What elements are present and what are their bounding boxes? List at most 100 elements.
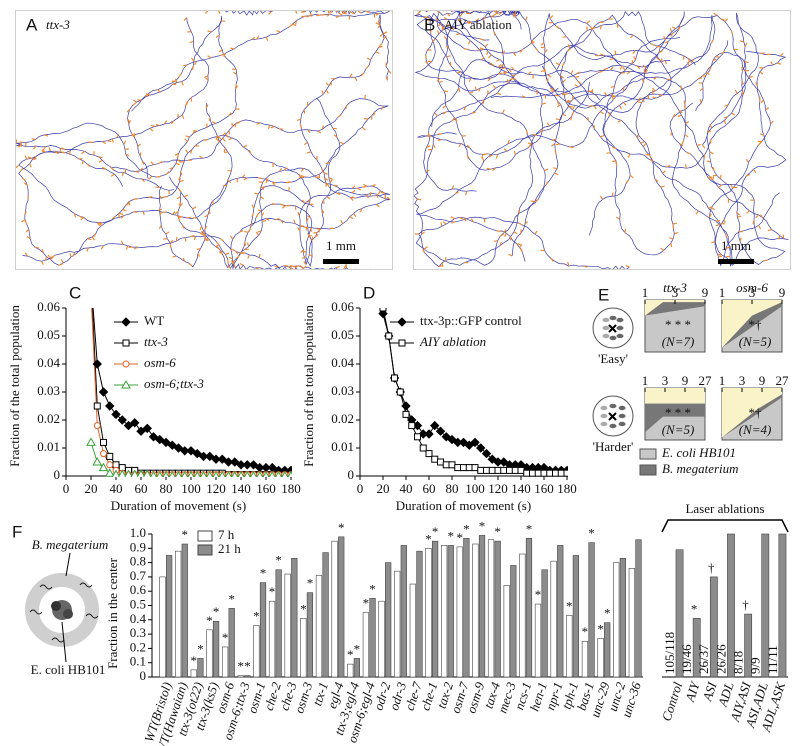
bar: [503, 585, 510, 678]
point: [162, 470, 170, 477]
legend-label: B. megaterium: [662, 461, 739, 476]
arrow: [61, 621, 67, 663]
value-label: 26/26: [713, 644, 728, 674]
significance-mark: *: [566, 598, 573, 613]
bar: [550, 560, 557, 678]
tick-label: 3: [672, 285, 679, 300]
y-tick-label: 0.6: [130, 582, 147, 597]
plate-spot: [618, 421, 626, 427]
x-tick-label: 120: [206, 481, 226, 496]
point: [481, 448, 492, 459]
schematic-label: B. megaterium: [32, 537, 109, 552]
bar: [300, 618, 307, 678]
point: [563, 469, 568, 477]
x-tick-label: 80: [446, 481, 459, 496]
plate-spot: [609, 315, 617, 321]
point: [111, 409, 121, 420]
y-tick-label: 0: [54, 467, 61, 482]
y-tick-label: 0.04: [331, 355, 354, 370]
bar: [181, 543, 188, 678]
bar: [190, 669, 197, 678]
bar: [494, 540, 501, 678]
bacteria-spot: [63, 609, 73, 619]
y-tick-label: 0.02: [37, 411, 60, 426]
point: [424, 429, 434, 439]
point: [470, 437, 480, 448]
track: [416, 82, 630, 269]
plate-spot: [602, 325, 610, 331]
point: [161, 437, 171, 448]
bar: [347, 663, 354, 678]
bar: [709, 576, 718, 678]
significance-mark: *: [494, 524, 501, 539]
y-tick-label: 0: [348, 467, 355, 482]
point: [180, 446, 190, 456]
point: [408, 422, 416, 430]
point: [211, 454, 221, 464]
significance-mark: *: [448, 528, 455, 543]
y-tick-label: 0.9: [130, 539, 146, 554]
plate-spot: [618, 405, 626, 411]
bar: [487, 539, 495, 678]
point: [212, 470, 220, 477]
b-megaterium-region: [722, 394, 782, 438]
point: [111, 469, 121, 477]
start-mark: [608, 412, 617, 421]
plate-spot: [616, 317, 624, 323]
plate-spot: [609, 423, 617, 429]
scale-label: 1 mm: [721, 238, 751, 253]
panel-frame: [413, 10, 791, 270]
point: [98, 462, 109, 472]
significance-mark: *: [338, 520, 345, 535]
b-megaterium-region: [645, 403, 705, 433]
point: [98, 387, 109, 397]
x-tick-label: 0: [63, 481, 70, 496]
y-tick-label: 0.06: [331, 299, 354, 314]
point: [397, 317, 407, 327]
point: [534, 469, 542, 477]
point: [136, 426, 146, 436]
point: [100, 450, 107, 458]
point: [130, 418, 140, 428]
significance-mark: *: [260, 566, 267, 581]
x-tick-label: AIY: [682, 679, 703, 705]
bar: [253, 625, 260, 678]
point: [231, 470, 239, 477]
significance-mark: †: [708, 560, 715, 575]
panel-title: ttx-3: [46, 17, 70, 32]
tick-label: 9: [779, 285, 786, 300]
bar: [369, 598, 376, 678]
point: [379, 308, 387, 312]
bar: [675, 549, 684, 678]
point: [193, 470, 201, 477]
bar: [275, 569, 282, 678]
x-tick-label: 180: [281, 481, 301, 496]
start-mark: [608, 324, 617, 333]
y-tick-label: 1.0: [130, 525, 146, 540]
plate-spot: [618, 413, 626, 419]
bar: [478, 535, 486, 678]
bar: [237, 675, 244, 678]
significance-mark: *: [206, 613, 213, 628]
panel-label: D: [363, 283, 375, 302]
plate-spot: [600, 413, 608, 419]
tick-label: 9: [759, 373, 766, 388]
value-label: 105/118: [662, 632, 677, 674]
bar: [268, 600, 276, 678]
point: [494, 466, 502, 474]
plate-spot: [600, 421, 608, 427]
significance-mark: †: [742, 597, 749, 612]
point: [187, 470, 195, 477]
point: [93, 402, 101, 410]
x-tick-label: 160: [534, 481, 554, 496]
tick-label: 9: [682, 373, 689, 388]
x-tick-label: 180: [557, 481, 577, 496]
point: [87, 276, 95, 284]
plate-spot: [602, 317, 610, 323]
bar: [244, 675, 251, 678]
sample-size: (N=5): [662, 422, 695, 437]
tick-label: 1: [642, 373, 649, 388]
point: [118, 469, 127, 477]
plate-spot: [609, 403, 617, 409]
point: [396, 388, 404, 396]
